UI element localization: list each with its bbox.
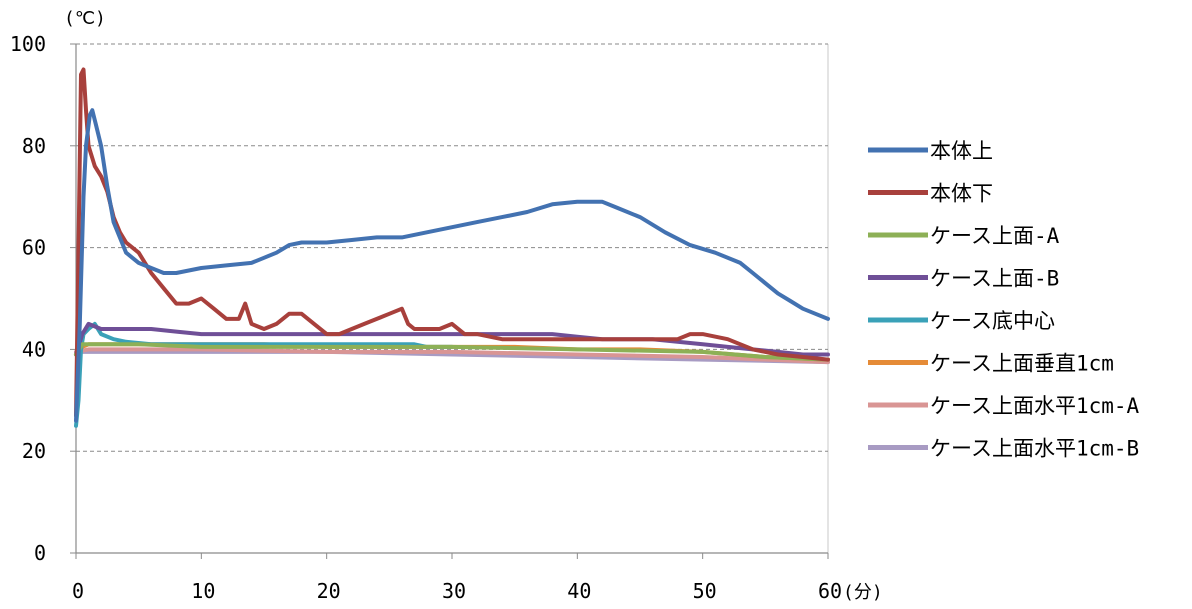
y-unit-label: (℃) [64,8,106,29]
series-line-1 [74,67,830,418]
series-line-2 [74,342,830,362]
x-unit-label: (分) [843,582,883,603]
axes-layer: 0 20 40 60 80 100 0 10 20 30 40 50 60 [10,32,842,603]
y-tick-label-5: 100 [10,32,46,56]
series-layer [74,67,830,428]
legend-label-1: 本体下 [930,182,993,206]
y-tick-label-0: 0 [34,541,46,565]
series-line-4 [74,321,454,428]
x-tick-label-1: 10 [191,579,215,603]
y-tick-label-2: 40 [22,337,46,361]
legend-label-5: ケース上面垂直1cm [930,352,1114,376]
series-line-3 [74,321,830,357]
legend-label-0: 本体上 [930,139,993,163]
grid-layer [76,43,829,553]
x-tick-label-0: 0 [72,579,84,603]
x-tick-label-3: 30 [442,579,466,603]
labels-layer: (℃) (分) [64,8,883,603]
legend-label-7: ケース上面水平1cm-B [930,437,1139,461]
y-tick-label-3: 60 [22,236,46,260]
series-line-6 [74,347,830,365]
y-tick-label-1: 20 [22,439,46,463]
legend-label-4: ケース底中心 [930,309,1055,333]
y-tick-label-4: 80 [22,134,46,158]
legend-label-6: ケース上面水平1cm-A [930,394,1140,418]
x-tick-label-5: 50 [693,579,717,603]
x-tick-label-2: 20 [317,579,341,603]
legend-label-3: ケース上面-B [930,267,1059,291]
legend-label-2: ケース上面-A [930,224,1060,248]
series-line-0 [74,108,830,423]
x-tick-label-4: 40 [567,579,591,603]
x-tick-label-6: 60 [818,579,842,603]
